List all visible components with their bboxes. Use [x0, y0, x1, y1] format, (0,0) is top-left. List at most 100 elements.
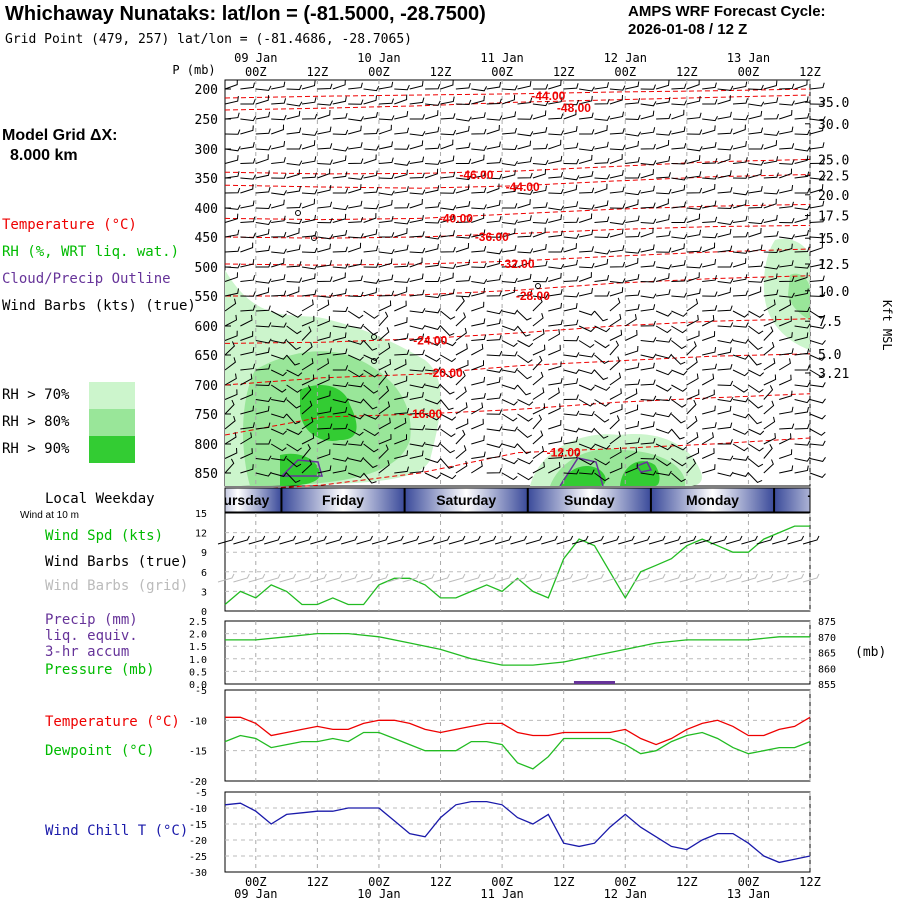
upper-wind-barb-23-15 [455, 418, 469, 430]
upper-wind-barb-2-25 [609, 111, 624, 120]
sfc-wind-barb-32 [710, 535, 728, 545]
legend-rh80-label: RH > 80% [2, 414, 70, 430]
upper-wind-barb-2-16 [471, 112, 486, 120]
upper-wind-barb-5-24 [594, 157, 610, 164]
upper-wind-barb-23-30 [686, 415, 698, 430]
rh70-region-east [763, 238, 810, 350]
upper-wind-barb-2-8 [348, 116, 364, 122]
upper-wind-barb-24-3 [270, 443, 287, 452]
upper-wind-barb-6-10 [378, 173, 395, 180]
upper-wind-barb-17-31 [702, 331, 716, 341]
upper-wind-barb-1-27 [640, 101, 657, 107]
upper-wind-barb-2-7 [332, 112, 348, 120]
upper-wind-barb-9-20 [532, 218, 549, 224]
local-weekday-label: Local Weekday [45, 491, 155, 507]
upper-wind-barb-0-10 [378, 81, 394, 90]
upper-wind-barb-14-17 [486, 290, 502, 297]
sfc-wind-barb-3 [264, 535, 281, 545]
sfc-wind-barb-27 [633, 535, 651, 545]
temperature-contour-label-5: -36.00 [475, 230, 509, 244]
upper-wind-barb-22-8 [348, 413, 364, 420]
upper-wind-barb-5-17 [486, 157, 502, 164]
kft-tick-8: 10.0 [818, 285, 849, 300]
upper-wind-barb-11-25 [609, 245, 625, 253]
upper-wind-barb-2-19 [517, 114, 533, 120]
upper-wind-barb-14-11 [394, 286, 408, 297]
upper-wind-barb-2-38 [809, 116, 826, 122]
upper-wind-barb-23-26 [625, 421, 640, 430]
upper-wind-barb-1-35 [763, 97, 779, 105]
upper-wind-barb-4-24 [594, 141, 609, 150]
pressure-tick-800: 800 [195, 438, 218, 453]
upper-wind-barb-7-4 [286, 185, 301, 194]
upper-wind-barb-4-9 [363, 145, 380, 151]
upper-wind-barb-11-12 [409, 247, 426, 254]
upper-wind-barb-15-19 [517, 310, 532, 321]
upper-wind-barb-21-30 [686, 389, 700, 400]
upper-wind-barb-9-19 [517, 215, 532, 223]
upper-wind-barb-16-38 [809, 323, 826, 329]
upper-wind-barb-26-32 [717, 471, 734, 477]
upper-wind-barb-13-0 [224, 272, 238, 282]
upper-wind-barb-2-20 [532, 110, 547, 120]
upper-wind-barb-7-30 [686, 187, 703, 194]
upper-wind-barb-12-4 [286, 261, 302, 268]
upper-wind-barb-9-16 [471, 213, 485, 223]
upper-wind-barb-16-18 [501, 325, 518, 331]
upper-wind-barb-23-25 [609, 415, 620, 430]
upper-wind-barb-17-34 [748, 340, 763, 351]
sfc-grid-wind-barb-23 [571, 573, 589, 583]
sfc-wind-barb-12 [402, 535, 420, 545]
upper-wind-barb-19-19 [517, 369, 532, 380]
upper-wind-barb-19-6 [317, 358, 330, 371]
upper-wind-barb-1-22 [563, 99, 580, 106]
upper-wind-barb-6-6 [317, 168, 331, 179]
bottom-date-label-2: 11 Jan [480, 887, 523, 900]
upper-wind-barb-18-1 [240, 347, 255, 356]
upper-wind-barb-14-32 [717, 287, 732, 297]
upper-wind-barb-21-27 [640, 395, 657, 401]
upper-wind-barb-23-2 [255, 422, 271, 430]
upper-wind-barb-22-12 [409, 408, 425, 415]
upper-wind-barb-1-17 [486, 98, 502, 105]
upper-wind-barb-10-13 [425, 234, 441, 240]
upper-wind-barb-1-19 [517, 97, 533, 105]
upper-wind-barb-24-17 [486, 443, 503, 448]
upper-wind-barb-14-30 [686, 288, 701, 297]
upper-wind-barb-7-27 [640, 185, 655, 194]
upper-wind-barb-22-28 [655, 412, 672, 418]
upper-wind-barb-15-0 [224, 298, 237, 312]
upper-wind-barb-3-17 [486, 124, 500, 135]
upper-wind-barb-22-0 [224, 399, 235, 415]
upper-wind-barb-26-30 [686, 458, 697, 474]
upper-wind-barb-25-9 [363, 458, 378, 469]
upper-wind-barb-5-30 [686, 155, 701, 164]
upper-wind-barb-5-35 [763, 156, 779, 164]
upper-wind-barb-0-34 [748, 84, 764, 91]
upper-wind-barb-9-29 [671, 217, 687, 223]
upper-wind-barb-26-20 [532, 461, 545, 474]
upper-wind-barb-15-36 [778, 299, 792, 312]
upper-wind-barb-3-13 [425, 126, 440, 135]
upper-wind-barb-26-17 [486, 467, 502, 474]
upper-wind-barb-22-36 [779, 406, 794, 415]
upper-wind-barb-8-4 [286, 202, 302, 209]
upper-wind-barb-9-23 [578, 213, 593, 223]
upper-wind-barb-8-16 [471, 204, 487, 210]
sfc-wind-barb-10 [371, 535, 389, 545]
upper-wind-barb-2-12 [409, 114, 425, 120]
upper-wind-barb-6-1 [240, 174, 257, 180]
calm-wind-circle-3 [371, 358, 377, 364]
upper-wind-barb-1-24 [594, 98, 610, 105]
upper-wind-barb-8-18 [502, 203, 518, 209]
upper-wind-barb-24-16 [471, 435, 485, 445]
upper-wind-barb-6-28 [656, 172, 671, 179]
upper-wind-barb-2-2 [255, 111, 271, 120]
upper-wind-barb-9-28 [655, 214, 670, 223]
upper-wind-barb-5-33 [732, 157, 748, 164]
upper-wind-barb-7-16 [471, 187, 487, 194]
upper-wind-barb-23-14 [440, 428, 456, 438]
upper-wind-barb-16-21 [548, 319, 563, 327]
upper-wind-barb-11-1 [240, 242, 254, 253]
upper-wind-barb-13-3 [271, 274, 286, 282]
